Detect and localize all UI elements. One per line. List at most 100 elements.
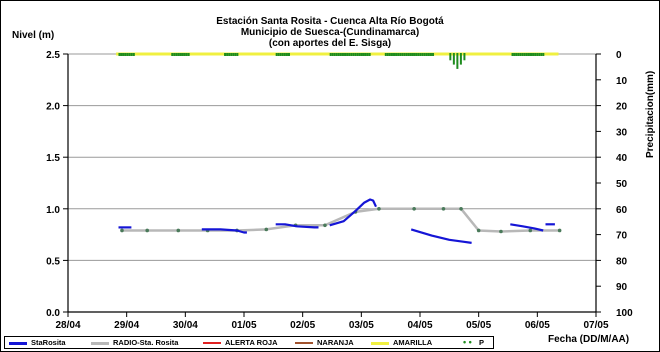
precip-bar-0 (130, 53, 133, 56)
precip-bar-6 (530, 53, 532, 56)
precip-bar-6 (517, 53, 520, 56)
precip-bar-0 (124, 53, 127, 56)
legend-swatch-alerta-roja (203, 342, 221, 344)
tick-label-x-7: 05/05 (466, 320, 491, 331)
series-radio-point-1 (145, 228, 149, 233)
precip-bar-5 (411, 53, 414, 56)
chart-title-line-3: (con aportes del E. Sisga) (268, 38, 392, 49)
precip-bar-5 (423, 53, 426, 56)
precip-bar-6 (542, 53, 545, 56)
precip-bar-6 (540, 53, 543, 56)
precip-bar-6 (523, 53, 526, 56)
precip-bar-0 (126, 53, 129, 56)
precip-bar-3 (275, 53, 278, 56)
tick-label-x-6: 04/05 (407, 320, 432, 331)
precip-bar-5 (407, 53, 410, 56)
series-radio-point-15 (528, 228, 533, 233)
legend-swatch-amarilla (371, 342, 389, 345)
precip-bar-5 (409, 53, 412, 56)
precip-bar-4 (348, 53, 351, 56)
series-radio-point-12 (459, 207, 463, 211)
legend-label-radio: RADIO-Sta. Rosita (113, 338, 179, 347)
precip-bar-5 (397, 53, 400, 56)
tick-label-x-8: 06/05 (525, 320, 550, 331)
y2-axis-label: Precipitacion(mm) (645, 70, 656, 158)
precip-bar-4 (350, 53, 353, 56)
precip-bar-5 (399, 53, 402, 56)
legend-swatch-radio (91, 342, 109, 345)
series-starosita-segment-3 (329, 198, 377, 227)
precip-bar-4 (366, 53, 369, 56)
series-starosita-segment-2 (275, 223, 319, 229)
precip-bar-4 (354, 53, 357, 56)
series-starosita-segment-1 (201, 228, 247, 234)
precip-bar-4 (339, 53, 342, 56)
precip-bar-5 (427, 53, 430, 56)
precip-bar-5 (405, 53, 408, 56)
series-radio-point-11 (441, 207, 446, 211)
precip-bar-1 (175, 53, 178, 56)
precip-bar-2 (232, 53, 235, 56)
precip-bar-6 (511, 53, 514, 56)
precip-bar-4 (344, 53, 347, 56)
precip-bar-4 (331, 53, 334, 56)
series-radio-point-13 (476, 228, 481, 233)
tick-label-y2-60: 60 (616, 205, 628, 216)
tick-label-x-2: 30/04 (173, 320, 198, 331)
tick-label-y-1.5: 1.5 (46, 153, 60, 164)
tick-label-y-2.0: 2.0 (46, 102, 60, 113)
series-radio-point-16 (557, 228, 562, 233)
precip-bar-6 (525, 53, 528, 56)
precip-bar-3 (281, 53, 284, 56)
tick-label-y2-30: 30 (616, 127, 628, 138)
precip-bar-2 (236, 53, 239, 56)
legend-swatch-starosita (9, 342, 27, 345)
legend-label-precip: P (479, 338, 485, 347)
y-axis-label: Nivel (m) (12, 30, 55, 41)
series-radio-point-0 (120, 228, 124, 233)
precip-bar-4 (335, 53, 338, 56)
tick-label-y2-10: 10 (616, 76, 628, 87)
legend-label-alerta-roja: ALERTA ROJA (225, 338, 278, 347)
precip-bar-5 (429, 53, 432, 56)
precip-dip-bar-2 (456, 53, 459, 69)
precip-bar-1 (171, 53, 174, 56)
precip-bar-4 (337, 53, 340, 56)
precip-bar-2 (234, 53, 237, 56)
series-radio-point-14 (499, 229, 503, 234)
tick-label-x-3: 01/05 (231, 320, 256, 331)
precip-bar-4 (346, 53, 349, 56)
tick-label-x-9: 07/05 (583, 320, 608, 331)
legend-label-naranja: NARANJA (317, 338, 354, 347)
precip-bar-4 (358, 53, 361, 56)
precip-bar-0 (118, 53, 121, 56)
tick-label-x-4: 02/05 (290, 320, 315, 331)
precip-bar-4 (333, 53, 336, 56)
tick-label-y2-50: 50 (616, 179, 628, 190)
precip-dip-bar-3 (459, 53, 462, 65)
precip-bar-4 (352, 53, 355, 56)
precip-bar-0 (132, 53, 135, 56)
precip-bar-4 (341, 53, 344, 56)
precip-bar-2 (230, 53, 233, 56)
precip-bar-5 (390, 53, 393, 56)
legend-label-amarilla: AMARILLA (393, 338, 433, 347)
tick-label-y-0.5: 0.5 (46, 256, 60, 267)
precip-bar-6 (515, 53, 518, 56)
precip-bar-1 (179, 53, 182, 56)
legend-label-starosita: StaRosita (31, 338, 66, 347)
chart-title-line-1: Estación Santa Rosita - Cuenca Alta Río … (216, 16, 444, 27)
precip-bar-3 (277, 53, 280, 56)
legend: StaRosita RADIO-Sta. Rosita ALERTA ROJA … (4, 336, 494, 349)
precip-bar-5 (401, 53, 404, 56)
precip-bar-5 (419, 53, 422, 56)
tick-label-y2-70: 70 (616, 231, 628, 242)
precip-bar-5 (395, 53, 398, 56)
precip-bar-2 (224, 53, 227, 56)
precip-bar-5 (432, 53, 435, 56)
precip-bar-2 (226, 53, 229, 56)
tick-label-y2-80: 80 (616, 256, 628, 267)
